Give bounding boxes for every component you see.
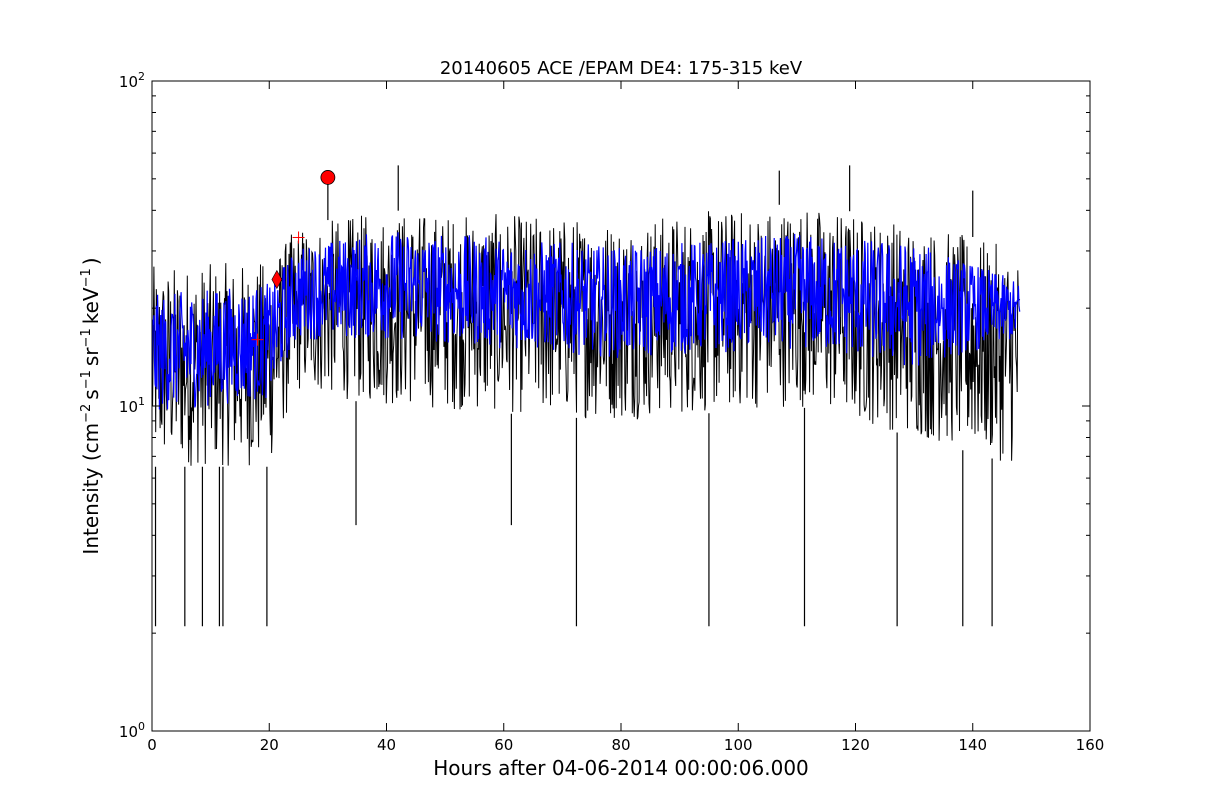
series-smoothed	[152, 232, 1021, 410]
marker-circle	[320, 170, 336, 185]
y-label-exp-cm: −2	[79, 404, 94, 423]
y-label-s: s	[79, 389, 103, 399]
ticks-layer: 0 20 40 60 80 100 120 140 160 100 101 102	[119, 70, 1104, 754]
x-tick-label: 160	[1076, 736, 1105, 754]
y-label-exp-kev: −1	[79, 268, 94, 287]
y-label-prefix: Intensity (cm	[79, 423, 103, 555]
chart-title: 20140605 ACE /EPAM DE4: 175-315 keV	[440, 58, 803, 79]
y-label-exp-s: −1	[79, 370, 94, 389]
x-tick-label: 80	[611, 736, 630, 754]
data-layer	[152, 165, 1021, 627]
x-tick-label: 140	[958, 736, 987, 754]
x-axis-label: Hours after 04-06-2014 00:00:06.000	[433, 756, 809, 780]
x-tick-label: 20	[260, 736, 279, 754]
series-raw	[152, 165, 1021, 627]
y-label-sr: sr	[79, 347, 103, 366]
marker-diamond	[271, 269, 283, 290]
y-tick-label: 100	[119, 720, 145, 741]
x-tick-label: 40	[377, 736, 396, 754]
y-label-suffix: )	[79, 257, 103, 265]
x-tick-label: 100	[724, 736, 753, 754]
x-tick-label: 120	[841, 736, 870, 754]
marker-plus	[292, 231, 305, 244]
markers-layer	[251, 170, 336, 346]
y-tick-label: 102	[119, 70, 145, 91]
y-label-exp-sr: −1	[79, 328, 94, 347]
y-tick-label: 101	[119, 395, 145, 416]
x-tick-label: 60	[494, 736, 513, 754]
plot-area	[152, 165, 1021, 627]
y-label-kev: keV	[79, 287, 103, 324]
marker-plus	[251, 333, 264, 346]
x-tick-label: 0	[147, 736, 157, 754]
y-axis-label: Intensity (cm−2s−1sr−1keV−1)	[79, 257, 103, 554]
series-line-smoothed	[152, 232, 1021, 410]
